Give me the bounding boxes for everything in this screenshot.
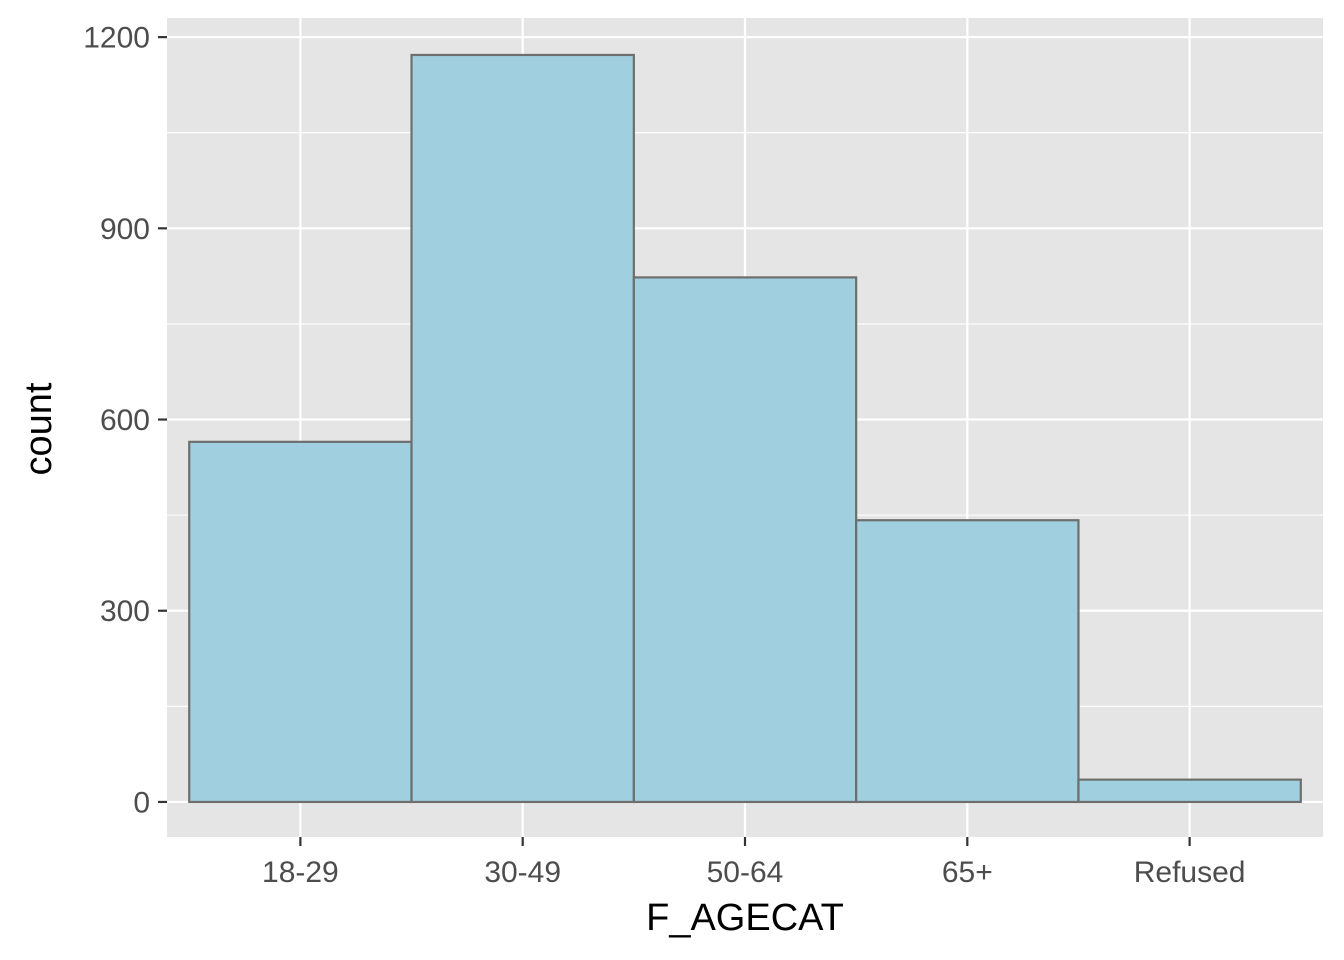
y-axis-title: count: [18, 382, 60, 475]
x-axis: 18-29 30-49 50-64 65+ Refused: [262, 837, 1245, 889]
bar-30-49: [410, 53, 635, 804]
y-axis: 0 300 600 900 1200: [83, 22, 167, 819]
x-tick-label: 18-29: [262, 856, 339, 889]
x-tick-label: Refused: [1134, 856, 1246, 889]
bar-50-64: [632, 276, 858, 804]
bar-65-: [855, 519, 1080, 804]
x-tick-label: 65+: [942, 856, 993, 889]
bar-18-29: [188, 440, 413, 804]
y-tick-label: 600: [100, 404, 150, 437]
y-tick-label: 900: [100, 213, 150, 246]
bars: [188, 53, 1302, 804]
x-tick-label: 30-49: [484, 856, 561, 889]
y-tick-label: 1200: [83, 22, 150, 55]
y-tick-label: 300: [100, 595, 150, 628]
x-tick-label: 50-64: [707, 856, 784, 889]
bar-refused: [1077, 778, 1302, 804]
y-tick-label: 0: [133, 786, 150, 819]
x-axis-title: F_AGECAT: [646, 897, 844, 939]
